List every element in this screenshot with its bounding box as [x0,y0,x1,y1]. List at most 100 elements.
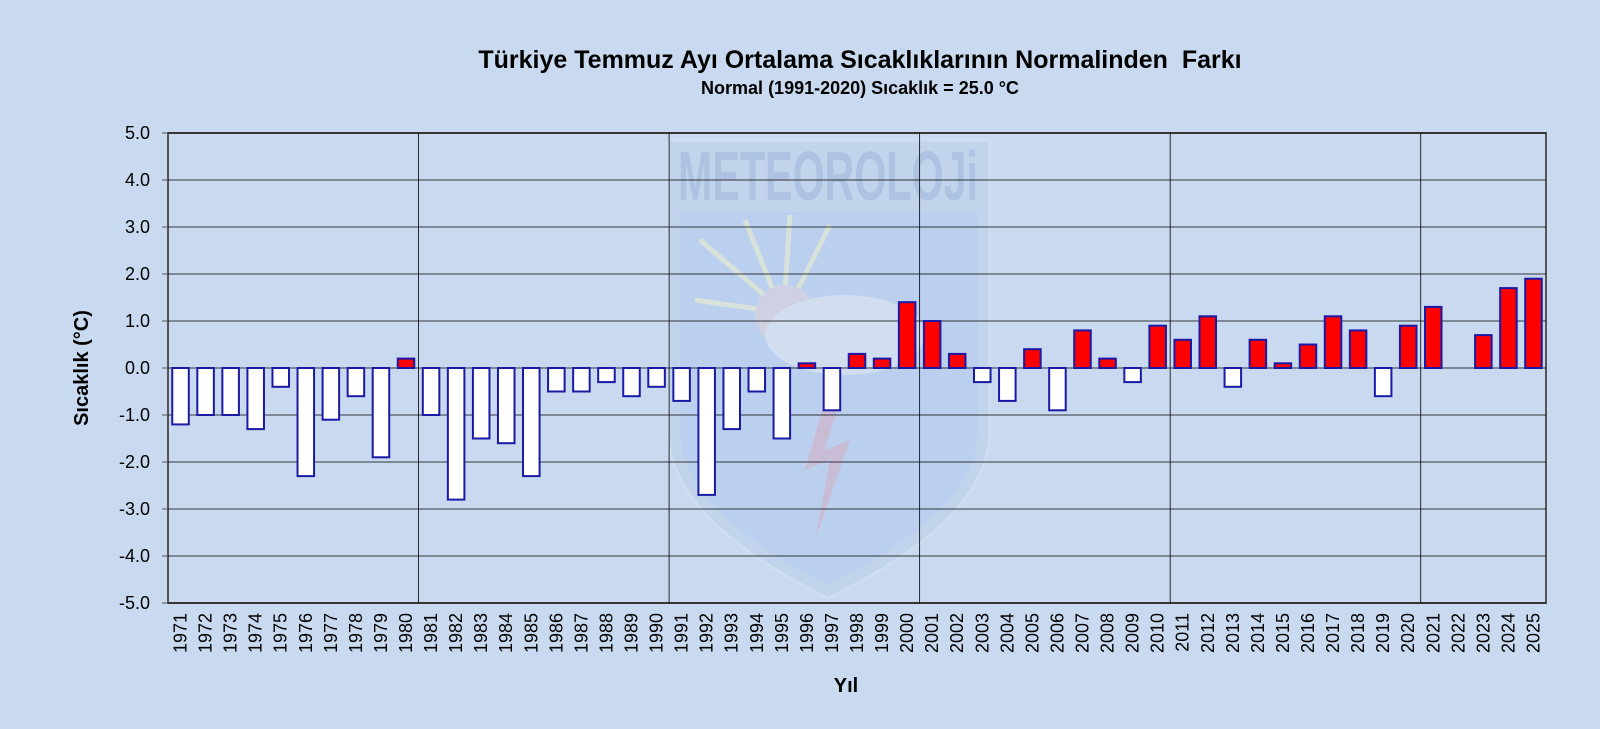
x-tick-label: 1989 [622,613,642,653]
x-tick-label: 1982 [446,613,466,653]
x-tick-label: 1997 [822,613,842,653]
y-tick-label: 1.0 [125,311,150,331]
x-tick-label: 2002 [947,613,967,653]
bar-2010 [1148,324,1167,370]
bar-1989 [622,367,641,398]
y-tick-label: 4.0 [125,170,150,190]
bar-1987 [572,367,591,393]
bar-1992 [697,367,716,496]
y-tick-label: 2.0 [125,264,150,284]
bar-2023 [1474,334,1493,370]
x-tick-label: 2024 [1498,613,1518,653]
bar-2008 [1098,357,1117,370]
bar-2012 [1198,315,1218,369]
bar-1990 [647,367,666,388]
x-tick-label: 2001 [922,613,942,653]
x-tick-label: 2018 [1348,613,1368,653]
bar-2006 [1048,367,1067,412]
x-tick-label: 2006 [1047,613,1067,653]
watermark-text: METEOROLOJi [678,137,978,215]
bar-1991 [672,367,691,402]
y-tick-label: 3.0 [125,217,150,237]
bar-1982 [446,367,466,501]
bar-1974 [246,367,265,431]
bar-2015 [1273,362,1293,369]
bar-1995 [772,367,792,440]
x-tick-label: 1979 [371,613,391,653]
chart-subtitle: Normal (1991-2020) Sıcaklık = 25.0 °C [701,78,1019,98]
x-tick-label: 2022 [1448,613,1468,653]
x-tick-label: 1973 [221,613,241,653]
x-tick-label: 2025 [1523,613,1543,653]
bar-1973 [221,367,240,416]
x-tick-label: 1991 [672,613,692,653]
bar-1979 [371,367,391,459]
bar-2013 [1223,367,1243,388]
x-tick-label: 1974 [246,613,266,653]
x-tick-label: 2007 [1072,613,1092,653]
bar-1986 [547,367,566,393]
bar-1975 [271,367,291,388]
x-tick-label: 2010 [1148,613,1168,653]
x-tick-label: 2003 [972,613,992,653]
x-tick-label: 1971 [171,613,191,653]
x-tick-label: 1996 [797,613,817,653]
bar-1988 [597,367,616,384]
x-tick-label: 1983 [471,613,491,653]
bar-1994 [747,367,767,393]
bar-1999 [872,357,892,370]
x-tick-label: 1986 [546,613,566,653]
x-tick-label: 2019 [1373,613,1393,653]
bar-1993 [722,367,741,431]
x-tick-label: 1975 [271,613,291,653]
bar-1985 [522,367,541,478]
y-tick-label: 5.0 [125,123,150,143]
x-tick-label: 1995 [772,613,792,653]
bar-1996 [797,362,817,369]
bar-2019 [1373,367,1393,398]
x-tick-label: 2020 [1398,613,1418,653]
y-tick-labels: 5.0 4.0 3.0 2.0 1.0 0.0 -1.0 -2.0 -3.0 -4.0 -5.0 [119,123,168,613]
chart-title: Türkiye Temmuz Ayı Ortalama Sıcaklıkları… [478,46,1241,74]
bar-2009 [1123,367,1142,384]
x-tick-label: 2005 [1022,613,1042,653]
bar-1981 [421,367,441,416]
y-tick-label: -4.0 [119,546,150,566]
x-tick-label: 2023 [1473,613,1493,653]
x-tick-label: 2015 [1273,613,1293,653]
x-tick-label: 1988 [596,613,616,653]
bar-1984 [496,367,516,445]
bar-2001 [922,320,942,369]
bar-2011 [1173,338,1192,369]
bar-2003 [973,367,992,384]
bar-2016 [1298,343,1318,369]
x-tick-label: 1984 [496,613,516,653]
x-tick-label: 1978 [346,613,366,653]
x-tick-label: 2013 [1223,613,1243,653]
x-tick-label: 2016 [1298,613,1318,653]
x-tick-label: 2021 [1423,613,1443,653]
bar-1998 [847,352,867,369]
x-tick-label: 1990 [647,613,667,653]
bar-2004 [998,367,1017,402]
bar-2025 [1524,277,1543,370]
x-axis-label: Yıl [834,675,858,697]
bar-2018 [1348,329,1368,369]
y-axis-label: Sıcaklık (°C) [71,310,93,426]
x-tick-label: 2009 [1123,613,1143,653]
bar-2020 [1398,324,1418,370]
x-tick-label: 1993 [722,613,742,653]
y-tick-label: -2.0 [119,452,150,472]
x-tick-label: 1977 [321,613,341,653]
x-tick-label: 2008 [1098,613,1118,653]
x-tick-label: 2011 [1173,613,1193,652]
bar-2002 [947,352,967,369]
x-tick-label: 2012 [1198,613,1218,653]
bar-1976 [296,367,316,478]
x-tick-label: 1994 [747,613,767,653]
x-tick-label: 1992 [697,613,717,653]
y-tick-label: 0.0 [125,358,150,378]
bar-1978 [346,367,366,398]
